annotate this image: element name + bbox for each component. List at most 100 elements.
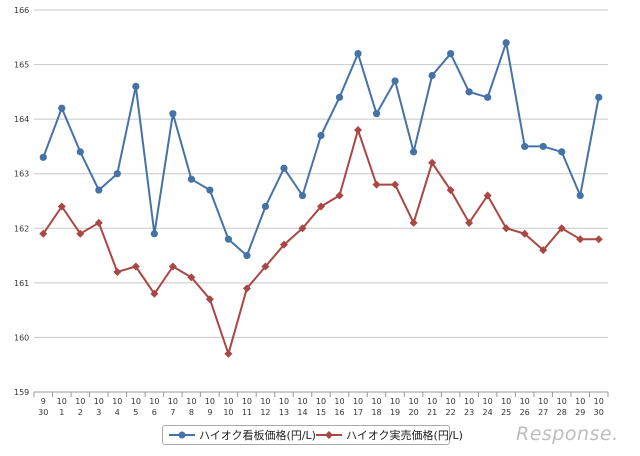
x-tick-label-day: 20	[408, 408, 418, 417]
data-point	[317, 202, 325, 211]
x-tick-label-day: 12	[260, 408, 270, 417]
x-tick-label-month: 10	[297, 397, 307, 406]
x-tick-label-day: 14	[297, 408, 307, 417]
data-point	[76, 148, 84, 156]
x-tick-label-day: 28	[557, 408, 567, 417]
y-tick-label: 164	[14, 115, 29, 124]
x-tick-label-month: 10	[242, 397, 252, 406]
data-point	[446, 186, 455, 195]
x-tick-label-month: 10	[353, 397, 363, 406]
x-tick-label-month: 10	[279, 397, 289, 406]
legend-marker-circle-icon	[169, 431, 195, 439]
x-axis: 9 30 10 1 10 2 10 3 10 4 10 5 10 6 10 7 10 8 10 9 10 10 10 11 10…	[33, 392, 609, 417]
x-tick-label-day: 30	[38, 408, 48, 417]
data-point	[168, 262, 177, 271]
x-tick-label-day: 30	[594, 408, 604, 417]
data-point	[243, 251, 251, 260]
data-point	[113, 170, 121, 178]
data-point	[594, 235, 603, 244]
data-point	[169, 110, 177, 118]
x-tick-label-month: 10	[112, 397, 122, 406]
data-point	[298, 191, 307, 200]
data-point	[298, 224, 307, 233]
x-tick-label-month: 10	[557, 397, 567, 406]
x-tick-label-day: 25	[501, 408, 511, 417]
x-tick-label-month: 10	[149, 397, 159, 406]
data-point	[391, 180, 400, 189]
x-tick-label-month: 10	[57, 397, 67, 406]
data-point	[280, 164, 288, 172]
y-tick-label: 166	[14, 6, 29, 15]
data-point	[113, 267, 122, 276]
data-point	[539, 246, 548, 255]
x-tick-label-month: 10	[464, 397, 474, 406]
x-tick-label-month: 10	[538, 397, 548, 406]
legend-marker-diamond-icon	[315, 431, 342, 439]
data-point	[576, 191, 584, 200]
data-point	[187, 175, 195, 183]
y-tick-label: 160	[14, 333, 29, 342]
x-tick-label-day: 24	[483, 408, 493, 417]
x-tick-label-day: 27	[538, 408, 548, 417]
x-tick-label-month: 10	[520, 397, 530, 406]
x-tick-label-month: 10	[168, 397, 178, 406]
y-tick-label: 161	[14, 279, 29, 288]
data-point	[132, 82, 140, 90]
x-tick-label-month: 10	[223, 397, 233, 406]
legend-label-actual: ハイオク実売価格(円/L)	[345, 429, 463, 442]
x-tick-label-day: 4	[115, 408, 120, 417]
x-tick-label-day: 18	[371, 408, 381, 417]
y-tick-label: 162	[14, 224, 29, 233]
data-point	[502, 39, 510, 47]
data-point	[539, 142, 547, 151]
data-point	[447, 50, 455, 58]
x-tick-label-month: 10	[205, 397, 215, 406]
y-tick-label: 165	[14, 61, 29, 70]
x-tick-label-month: 10	[316, 397, 326, 406]
data-point	[483, 191, 492, 200]
legend-item-signboard: ハイオク看板価格(円/L)	[169, 427, 316, 443]
x-tick-label-day: 9	[207, 408, 212, 417]
data-point	[224, 349, 233, 358]
data-point	[57, 202, 66, 211]
x-tick-label-month: 10	[260, 397, 270, 406]
x-tick-label-month: 10	[408, 397, 418, 406]
data-point	[242, 284, 251, 293]
data-point	[557, 224, 566, 233]
x-tick-label-day: 16	[334, 408, 344, 417]
data-point	[150, 230, 158, 238]
x-tick-label-month: 10	[390, 397, 400, 406]
data-point	[131, 262, 140, 271]
x-tick-label-day: 22	[446, 408, 456, 417]
legend-item-actual: ハイオク実売価格(円/L)	[315, 427, 463, 443]
data-point	[558, 148, 566, 156]
data-point	[335, 93, 344, 101]
data-point	[224, 235, 233, 243]
data-point	[465, 218, 474, 227]
data-point	[39, 153, 47, 161]
data-point	[484, 93, 492, 101]
data-point	[261, 202, 270, 211]
data-point	[354, 50, 362, 58]
x-tick-label-day: 17	[353, 408, 363, 417]
x-tick-label-month: 10	[186, 397, 196, 406]
x-tick-label-day: 7	[170, 408, 175, 417]
data-point	[317, 131, 325, 140]
data-point	[372, 180, 381, 189]
data-point	[95, 186, 103, 194]
legend-label-signboard: ハイオク看板価格(円/L)	[199, 429, 316, 442]
data-point	[150, 289, 159, 298]
data-point	[354, 126, 363, 135]
x-tick-label-month: 10	[594, 397, 604, 406]
series-layer	[39, 39, 603, 358]
data-point	[595, 93, 603, 101]
x-tick-label-month: 10	[94, 397, 104, 406]
data-point	[58, 104, 66, 112]
x-tick-label-month: 10	[371, 397, 381, 406]
x-tick-label-month: 10	[501, 397, 511, 406]
y-axis-ticks: 159 160 161 162 163 164 165 166	[14, 6, 29, 397]
data-point	[576, 235, 585, 244]
x-tick-label-day: 15	[316, 408, 326, 417]
data-point	[428, 71, 436, 80]
x-tick-label-day: 3	[96, 408, 101, 417]
